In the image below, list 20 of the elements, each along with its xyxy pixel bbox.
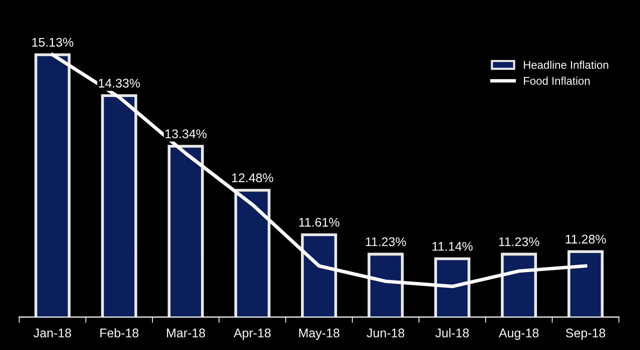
- x-tick-label: Aug-18: [498, 328, 539, 340]
- x-tick-label: Mar-18: [167, 328, 206, 338]
- x-tick-label: Sep-18: [566, 328, 606, 340]
- data-label: 11.61%: [299, 218, 340, 227]
- legend-label: Headline Inflation: [524, 60, 608, 69]
- data-label: 11.28%: [566, 234, 606, 244]
- data-label: 11.14%: [432, 242, 473, 251]
- x-tick-label: Feb-18: [100, 328, 138, 338]
- data-label: 12.48%: [232, 173, 274, 182]
- data-label: 15.13%: [32, 38, 74, 47]
- data-label: 11.23%: [366, 237, 406, 246]
- data-label: 13.34%: [166, 129, 207, 138]
- data-label: 14.33%: [98, 78, 140, 88]
- x-tick-label: Jun-18: [366, 328, 404, 338]
- x-tick-label: Jan-18: [34, 328, 72, 338]
- data-label: 11.23%: [499, 237, 540, 246]
- x-tick-label: May-18: [299, 328, 340, 340]
- x-tick-label: Jul-18: [435, 328, 469, 338]
- legend-label: Food Inflation: [524, 76, 590, 85]
- x-tick-label: Apr-18: [234, 328, 271, 340]
